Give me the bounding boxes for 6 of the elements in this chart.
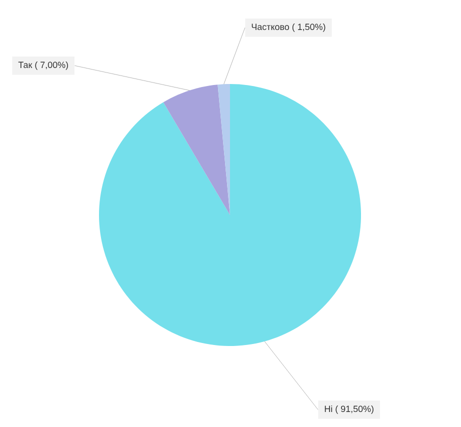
slice-label: Частково [252, 24, 290, 30]
slice-label: Так [18, 62, 32, 68]
data-label: ( 91,50%) [336, 405, 374, 414]
data-label: ( 7,00%) [35, 61, 68, 70]
data-label: ( 1,50%) [292, 23, 326, 32]
slice-label: Ні [324, 405, 332, 412]
